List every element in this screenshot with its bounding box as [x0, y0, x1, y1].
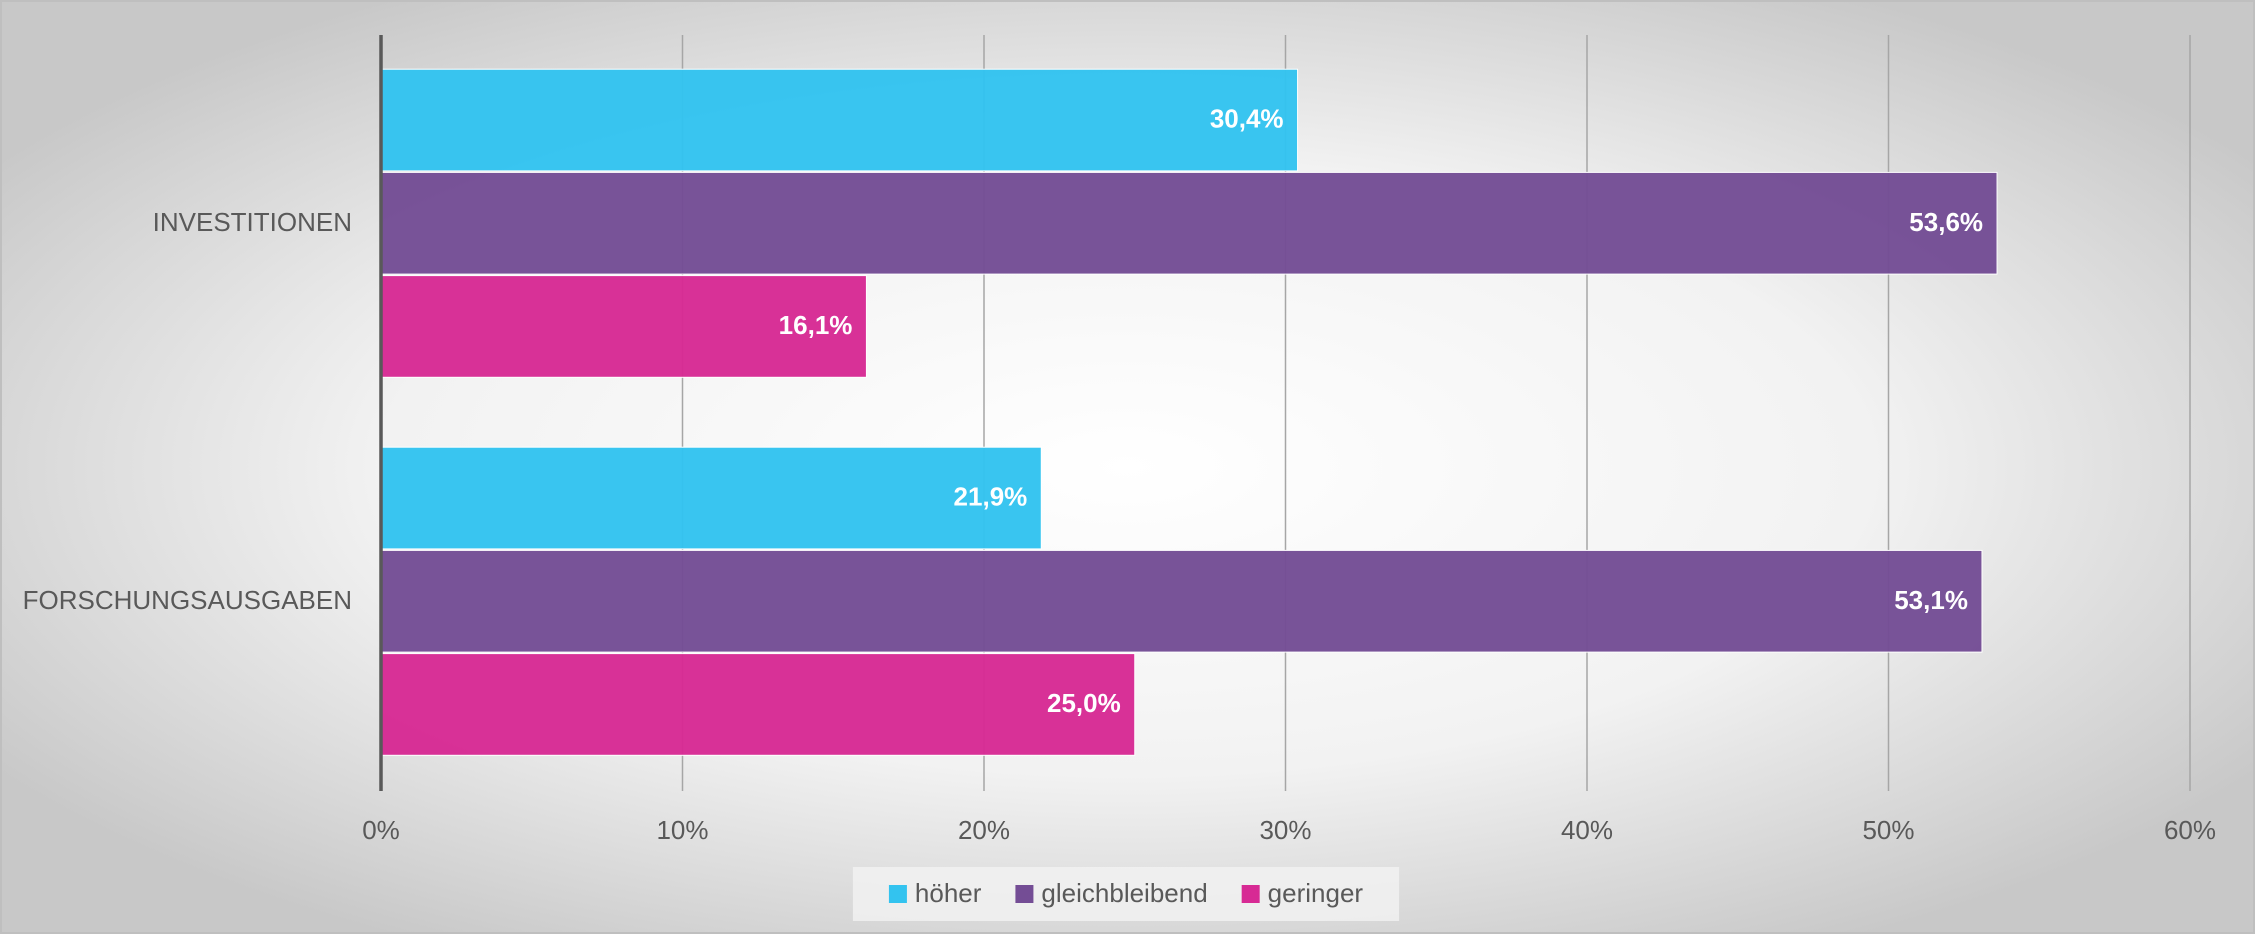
- legend-swatch: [888, 885, 907, 903]
- legend-label: gleichbleibend: [1041, 878, 1207, 908]
- data-label: 16,1%: [779, 310, 853, 340]
- x-tick-label: 60%: [2164, 815, 2216, 845]
- x-tick-label: 30%: [1259, 815, 1311, 845]
- bar: [380, 171, 1998, 275]
- legend-label: geringer: [1268, 878, 1364, 908]
- legend-swatch: [1015, 885, 1034, 903]
- data-label: 21,9%: [954, 482, 1028, 512]
- x-tick-label: 0%: [362, 815, 400, 845]
- bar: [380, 446, 1042, 550]
- bar: [380, 68, 1299, 172]
- y-tick-label: FORSCHUNGSAUSGABEN: [23, 585, 352, 615]
- legend-box: [852, 867, 1400, 921]
- data-label: 30,4%: [1210, 104, 1284, 134]
- bar: [380, 275, 867, 378]
- x-tick-label: 50%: [1862, 815, 1914, 845]
- data-label: 53,1%: [1894, 585, 1968, 615]
- data-label: 25,0%: [1047, 688, 1121, 718]
- bar: [380, 653, 1136, 756]
- data-label: 53,6%: [1909, 207, 1983, 237]
- x-tick-label: 10%: [656, 815, 708, 845]
- legend-label: höher: [915, 878, 982, 908]
- x-tick-label: 20%: [958, 815, 1010, 845]
- bar: [380, 549, 1983, 653]
- legend-swatch: [1241, 885, 1260, 903]
- x-tick-label: 40%: [1561, 815, 1613, 845]
- y-tick-label: INVESTITIONEN: [153, 207, 352, 237]
